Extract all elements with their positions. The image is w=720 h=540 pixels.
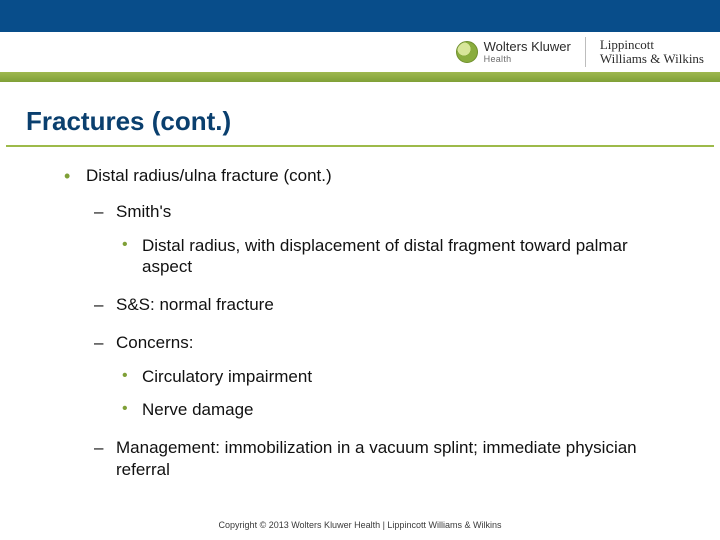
list-item: S&S: normal fracture — [86, 294, 680, 316]
wk-brand-line1: Wolters Kluwer — [484, 40, 571, 54]
list-item: Management: immobilization in a vacuum s… — [86, 437, 680, 481]
bullet-list-lvl1: Distal radius/ulna fracture (cont.) Smit… — [64, 165, 680, 481]
lww-line2: Williams & Wilkins — [600, 52, 704, 66]
list-item: Distal radius, with displacement of dist… — [116, 235, 680, 279]
bullet-text: Management: immobilization in a vacuum s… — [116, 438, 637, 479]
wk-logo-icon — [456, 41, 478, 63]
header-brand-row: Wolters Kluwer Health Lippincott William… — [0, 32, 720, 72]
copyright-footer: Copyright © 2013 Wolters Kluwer Health |… — [0, 520, 720, 530]
brand-wolters-kluwer: Wolters Kluwer Health — [456, 40, 571, 64]
bullet-text: S&S: normal fracture — [116, 295, 274, 314]
list-item: Smith's Distal radius, with displacement… — [86, 201, 680, 278]
brand-lippincott: Lippincott Williams & Wilkins — [600, 38, 704, 67]
list-item: Concerns: Circulatory impairment Nerve d… — [86, 332, 680, 421]
wk-text-block: Wolters Kluwer Health — [484, 40, 571, 64]
bullet-text: Circulatory impairment — [142, 367, 312, 386]
brand-divider — [585, 37, 586, 67]
list-item: Nerve damage — [116, 399, 680, 421]
content-region: Distal radius/ulna fracture (cont.) Smit… — [0, 147, 720, 540]
lww-line1: Lippincott — [600, 38, 704, 52]
slide-title: Fractures (cont.) — [26, 106, 694, 137]
header-green-bar — [0, 72, 720, 82]
bullet-text: Nerve damage — [142, 400, 254, 419]
bullet-list-lvl3: Distal radius, with displacement of dist… — [116, 235, 680, 279]
bullet-list-lvl2: Smith's Distal radius, with displacement… — [86, 201, 680, 481]
slide: Wolters Kluwer Health Lippincott William… — [0, 0, 720, 540]
slide-header: Wolters Kluwer Health Lippincott William… — [0, 0, 720, 82]
bullet-text: Concerns: — [116, 333, 193, 352]
bullet-list-lvl3: Circulatory impairment Nerve damage — [116, 366, 680, 422]
bullet-text: Smith's — [116, 202, 171, 221]
title-region: Fractures (cont.) — [6, 82, 714, 147]
header-blue-bar — [0, 0, 720, 32]
list-item: Distal radius/ulna fracture (cont.) Smit… — [64, 165, 680, 481]
list-item: Circulatory impairment — [116, 366, 680, 388]
bullet-text: Distal radius/ulna fracture (cont.) — [86, 166, 332, 185]
wk-brand-line2: Health — [484, 55, 571, 64]
bullet-text: Distal radius, with displacement of dist… — [142, 236, 628, 277]
